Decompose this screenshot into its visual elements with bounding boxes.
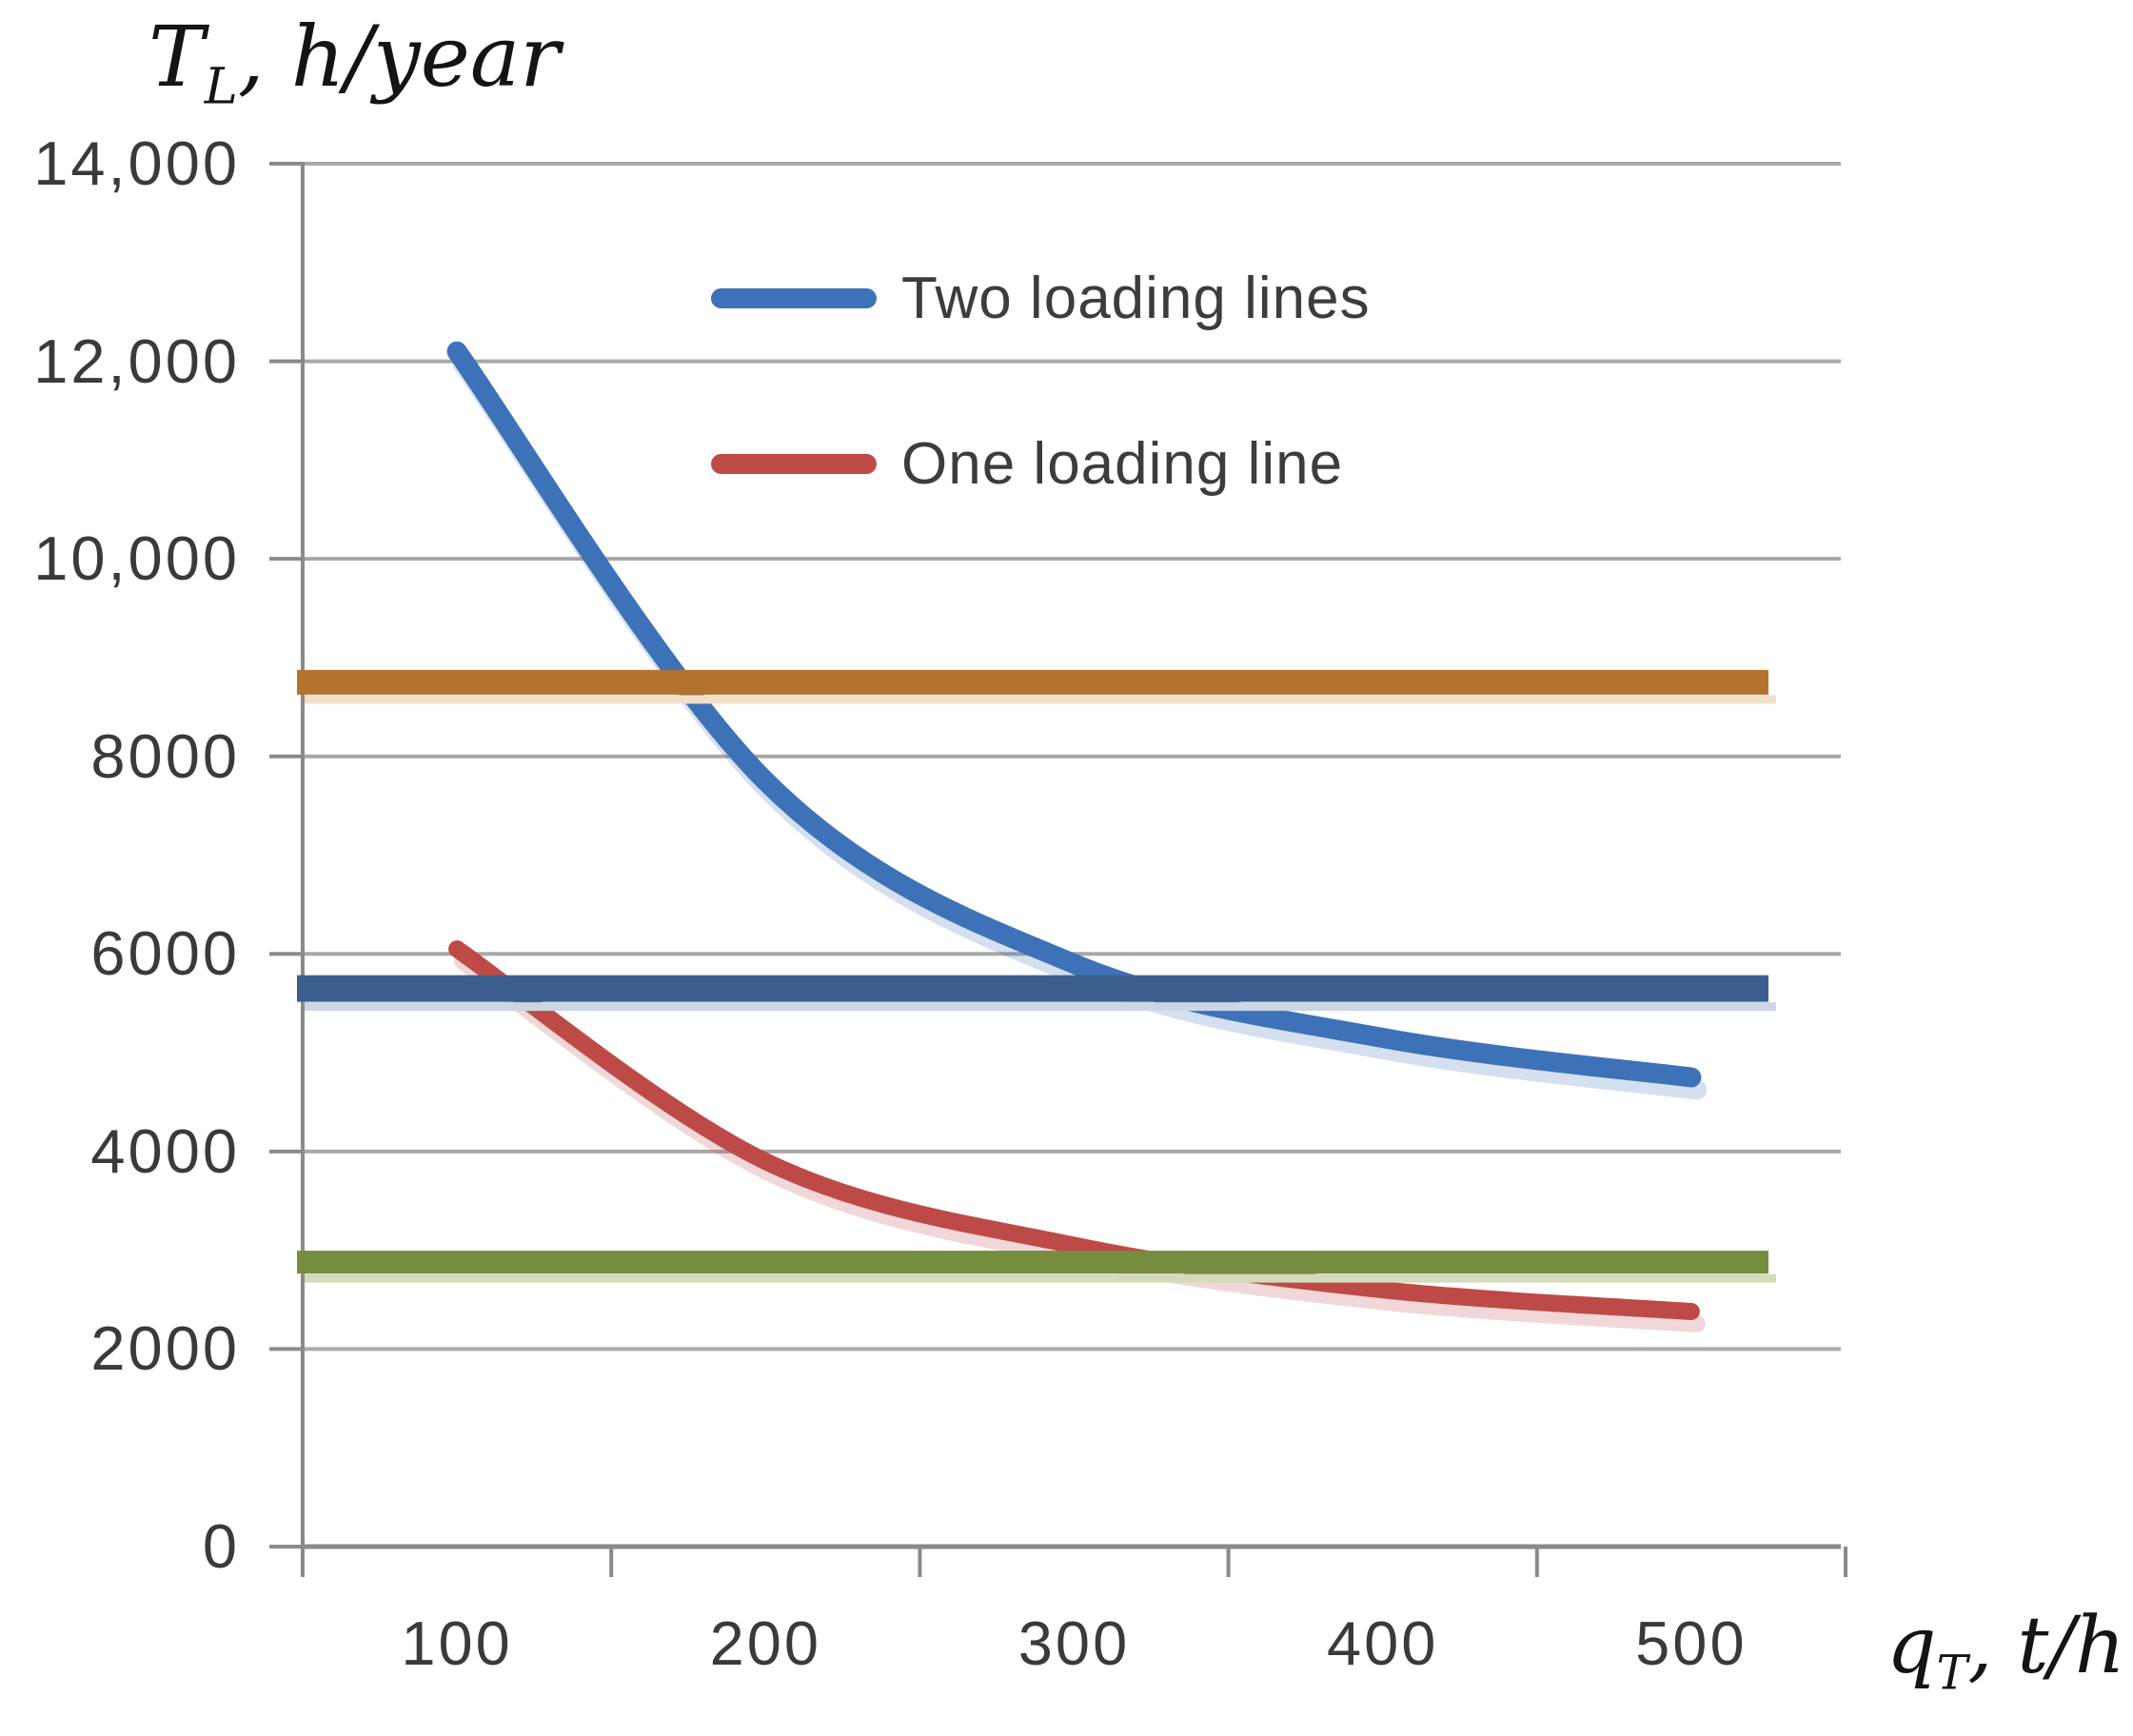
y-tick-label: 2000 bbox=[90, 1313, 240, 1384]
y-tick-label: 10,000 bbox=[33, 523, 240, 594]
y-tick-label: 12,000 bbox=[33, 326, 240, 396]
x-tick-label: 500 bbox=[1635, 1608, 1748, 1678]
series-curve-one-loading-line bbox=[448, 940, 1700, 1320]
y-axis-title-symbol: T bbox=[148, 8, 205, 106]
legend-item-one-loading-line: One loading line bbox=[711, 431, 1343, 497]
y-tick-label: 8000 bbox=[90, 720, 240, 791]
y-tick-label: 14,000 bbox=[33, 128, 240, 198]
y-tick-label: 0 bbox=[202, 1511, 240, 1581]
x-axis-title-units: , t/h bbox=[1967, 1601, 2125, 1691]
y-axis-title: TL, h/year bbox=[148, 8, 561, 111]
series-curve-two-loading-lines bbox=[446, 341, 1702, 1088]
x-tick-label: 100 bbox=[401, 1608, 513, 1678]
x-axis-title-symbol: q bbox=[1886, 1601, 1937, 1691]
y-tick-label: 6000 bbox=[90, 918, 240, 989]
y-axis-title-units: , h/year bbox=[237, 8, 561, 106]
x-axis-title: qT, t/h bbox=[1886, 1601, 2125, 1696]
legend-label: Two loading lines bbox=[901, 265, 1371, 331]
x-axis-title-subscript: T bbox=[1936, 1645, 1968, 1701]
x-tick-label: 300 bbox=[1017, 1608, 1131, 1678]
y-axis-title-subscript: L bbox=[204, 57, 238, 116]
legend-item-two-loading-lines: Two loading lines bbox=[711, 266, 1371, 331]
x-tick-label: 200 bbox=[709, 1608, 822, 1678]
y-tick-label: 4000 bbox=[90, 1115, 240, 1186]
legend-label: One loading line bbox=[901, 430, 1344, 497]
legend-swatch-red-line bbox=[711, 453, 877, 474]
legend-swatch-blue-line bbox=[711, 287, 877, 308]
x-tick-label: 400 bbox=[1326, 1608, 1439, 1678]
